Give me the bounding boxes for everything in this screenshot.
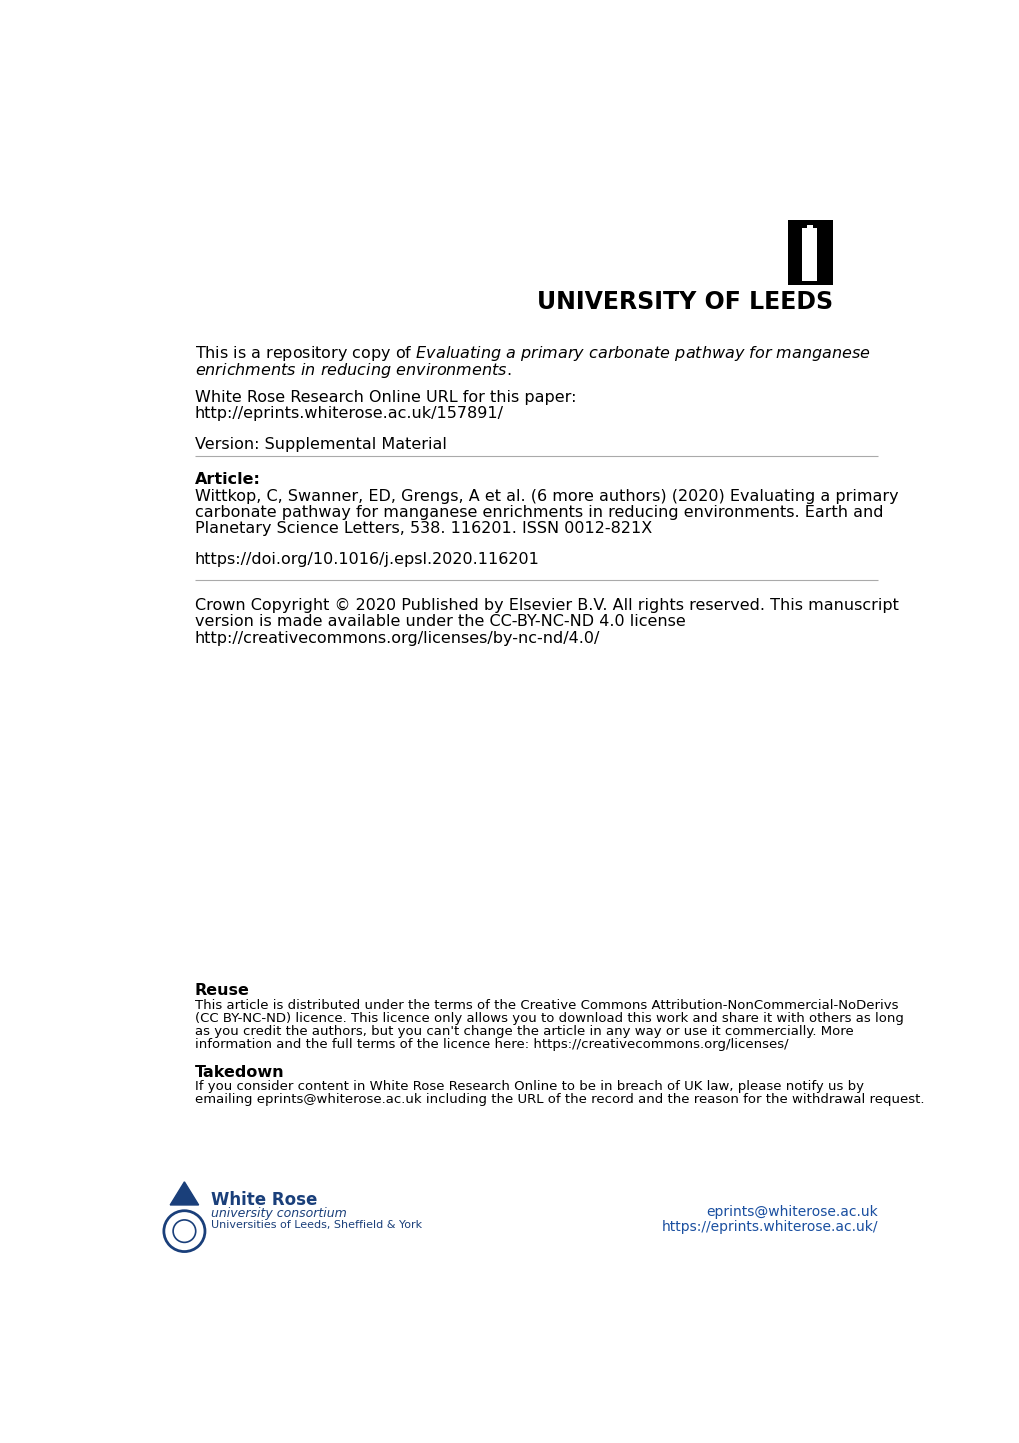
Text: This article is distributed under the terms of the Creative Commons Attribution-: This article is distributed under the te… <box>195 999 898 1012</box>
Text: Planetary Science Letters, 538. 116201. ISSN 0012-821X: Planetary Science Letters, 538. 116201. … <box>195 521 651 537</box>
Text: https://eprints.whiterose.ac.uk/: https://eprints.whiterose.ac.uk/ <box>661 1221 877 1234</box>
Text: Version: Supplemental Material: Version: Supplemental Material <box>195 436 446 452</box>
Text: Article:: Article: <box>195 472 260 486</box>
Text: university consortium: university consortium <box>210 1206 345 1219</box>
Text: $\it{enrichments\ in\ reducing\ environments}$.: $\it{enrichments\ in\ reducing\ environm… <box>195 361 511 380</box>
Text: White Rose: White Rose <box>210 1190 317 1209</box>
Polygon shape <box>170 1182 199 1205</box>
Text: version is made available under the CC-BY-NC-ND 4.0 license: version is made available under the CC-B… <box>195 615 685 629</box>
Text: information and the full terms of the licence here: https://creativecommons.org/: information and the full terms of the li… <box>195 1038 788 1051</box>
Text: Takedown: Takedown <box>195 1065 284 1079</box>
Text: Crown Copyright © 2020 Published by Elsevier B.V. All rights reserved. This manu: Crown Copyright © 2020 Published by Else… <box>195 599 898 613</box>
Text: eprints@whiterose.ac.uk: eprints@whiterose.ac.uk <box>706 1205 877 1219</box>
Text: Wittkop, C, Swanner, ED, Grengs, A et al. (6 more authors) (2020) Evaluating a p: Wittkop, C, Swanner, ED, Grengs, A et al… <box>195 489 898 504</box>
Text: http://creativecommons.org/licenses/by-nc-nd/4.0/: http://creativecommons.org/licenses/by-n… <box>195 631 599 645</box>
Text: UNIVERSITY OF LEEDS: UNIVERSITY OF LEEDS <box>536 290 832 315</box>
Text: Universities of Leeds, Sheffield & York: Universities of Leeds, Sheffield & York <box>210 1221 421 1231</box>
Text: emailing eprints@whiterose.ac.uk including the URL of the record and the reason : emailing eprints@whiterose.ac.uk includi… <box>195 1094 923 1107</box>
Text: This is a repository copy of $\it{Evaluating\ a\ primary\ carbonate\ pathway\ fo: This is a repository copy of $\it{Evalua… <box>195 343 870 364</box>
Bar <box>802 228 816 281</box>
Text: https://doi.org/10.1016/j.epsl.2020.116201: https://doi.org/10.1016/j.epsl.2020.1162… <box>195 553 539 567</box>
Text: carbonate pathway for manganese enrichments in reducing environments. Earth and: carbonate pathway for manganese enrichme… <box>195 505 882 519</box>
Text: http://eprints.whiterose.ac.uk/157891/: http://eprints.whiterose.ac.uk/157891/ <box>195 407 503 421</box>
Bar <box>806 225 812 228</box>
Text: as you credit the authors, but you can't change the article in any way or use it: as you credit the authors, but you can't… <box>195 1025 853 1038</box>
Text: Reuse: Reuse <box>195 983 250 999</box>
Text: If you consider content in White Rose Research Online to be in breach of UK law,: If you consider content in White Rose Re… <box>195 1081 863 1094</box>
Bar <box>787 221 832 284</box>
Text: White Rose Research Online URL for this paper:: White Rose Research Online URL for this … <box>195 390 576 405</box>
Text: (CC BY-NC-ND) licence. This licence only allows you to download this work and sh: (CC BY-NC-ND) licence. This licence only… <box>195 1012 903 1025</box>
